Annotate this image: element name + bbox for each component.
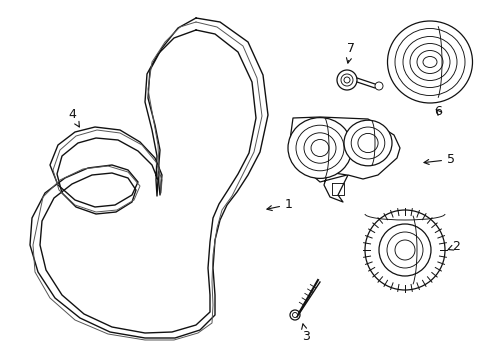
Ellipse shape [364,210,444,290]
Text: 7: 7 [346,42,354,63]
Text: 6: 6 [433,105,441,118]
Text: 1: 1 [266,198,292,211]
Ellipse shape [343,120,391,166]
Text: 5: 5 [423,153,454,166]
Ellipse shape [287,118,351,179]
Text: 2: 2 [447,240,459,253]
Text: 4: 4 [68,108,79,127]
Text: 3: 3 [301,324,309,343]
Ellipse shape [386,21,471,103]
